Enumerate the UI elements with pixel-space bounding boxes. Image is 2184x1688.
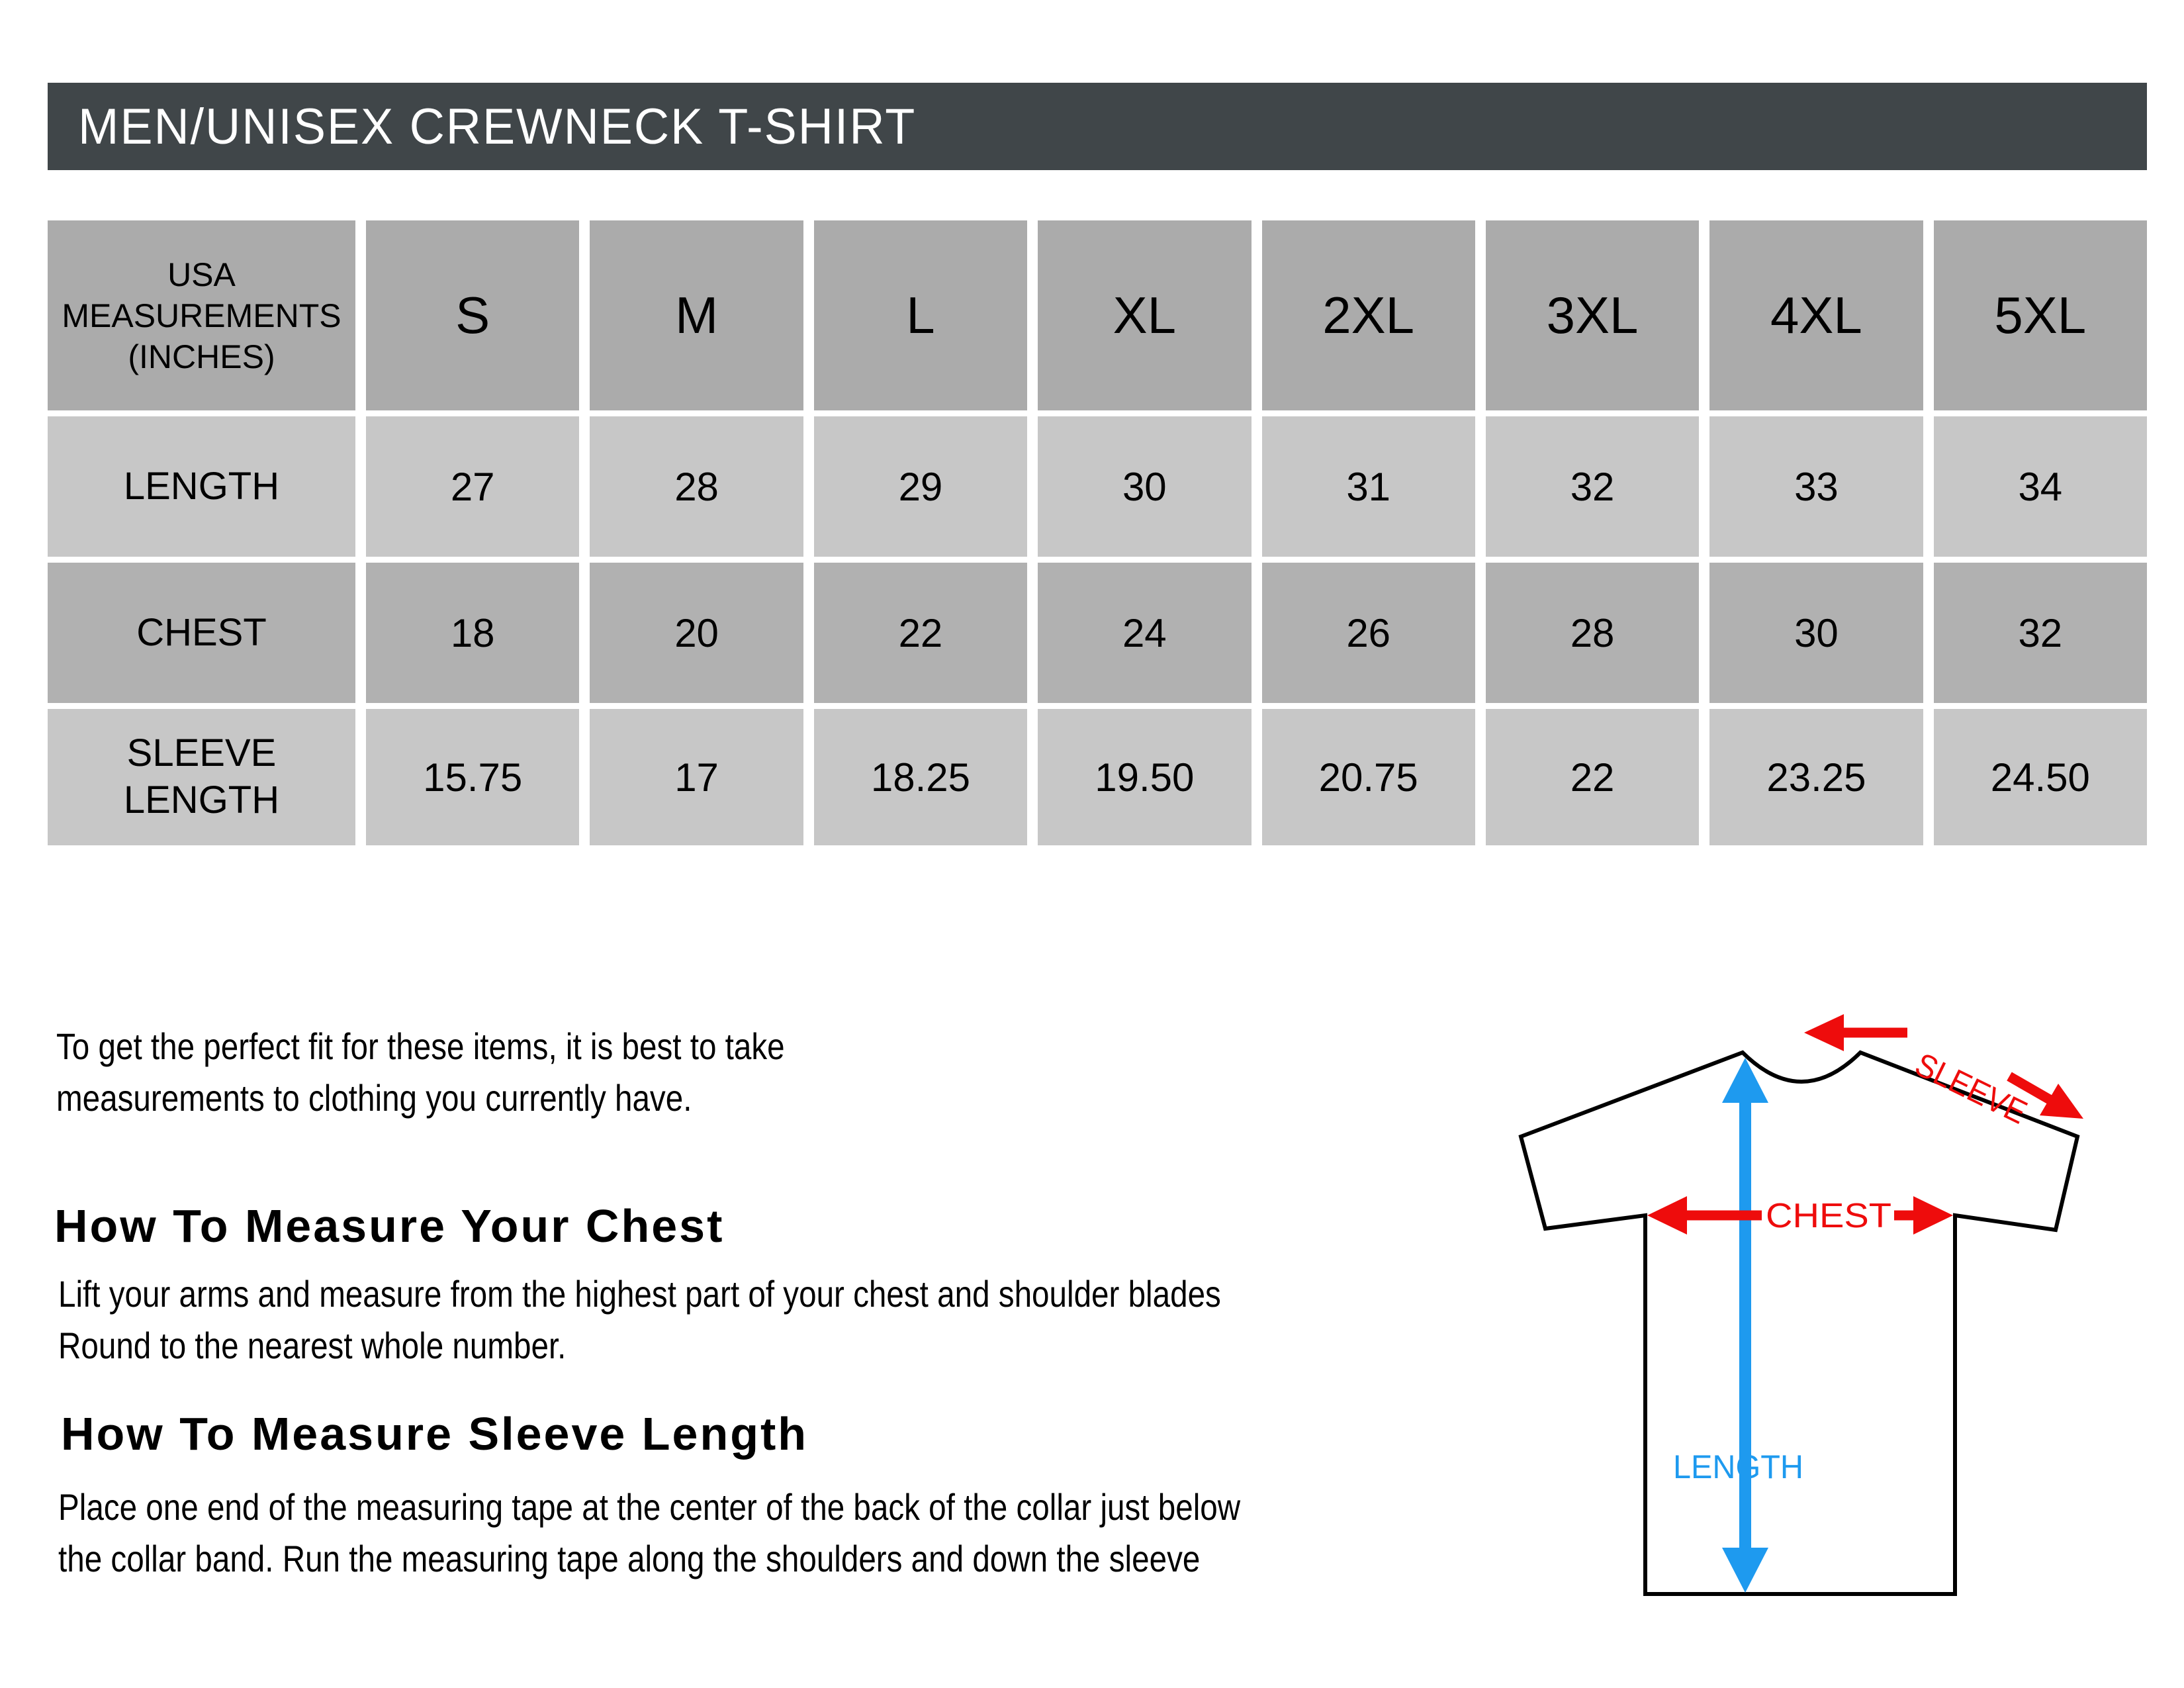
section-body-chest: Lift your arms and measure from the high… — [58, 1268, 1426, 1372]
size-header-cell-2xl: 2XL — [1261, 220, 1475, 410]
intro-paragraph: To get the perfect fit for these items, … — [56, 1021, 913, 1124]
length-value-l: 29 — [813, 416, 1028, 557]
chest-value-2xl: 26 — [1261, 563, 1475, 703]
size-header-cell-4xl: 4XL — [1709, 220, 1923, 410]
sleeve-value-5xl: 24.50 — [1933, 709, 2147, 845]
sleeve-value-l: 18.25 — [813, 709, 1028, 845]
length-arrow-icon — [1722, 1058, 1768, 1593]
intro-text: To get the perfect fit for these items, … — [56, 1025, 785, 1119]
section-body-sleeve: Place one end of the measuring tape at t… — [58, 1481, 1449, 1585]
sleeve-arrow-icon — [1804, 1014, 2083, 1119]
size-header-cell-l: L — [813, 220, 1028, 410]
chest-value-5xl: 32 — [1933, 563, 2147, 703]
chest-value-m: 20 — [590, 563, 803, 703]
section-heading-chest: How To Measure Your Chest — [54, 1200, 725, 1252]
length-value-2xl: 31 — [1261, 416, 1475, 557]
chest-value-l: 22 — [813, 563, 1028, 703]
chest-label: CHEST — [1766, 1197, 1891, 1235]
sleeve-value-2xl: 20.75 — [1261, 709, 1475, 845]
row-label-sleeve-length: SLEEVE LENGTH — [48, 709, 355, 845]
length-value-4xl: 33 — [1709, 416, 1923, 557]
row-label-length: LENGTH — [48, 416, 355, 557]
chest-value-4xl: 30 — [1709, 563, 1923, 703]
sleeve-value-4xl: 23.25 — [1709, 709, 1923, 845]
size-header-cell-s: S — [366, 220, 580, 410]
length-label: LENGTH — [1673, 1448, 1803, 1485]
sleeve-value-s: 15.75 — [366, 709, 580, 845]
length-value-xl: 30 — [1038, 416, 1251, 557]
size-header-cell-xl: XL — [1038, 220, 1251, 410]
chest-value-s: 18 — [366, 563, 580, 703]
length-value-s: 27 — [366, 416, 580, 557]
chest-value-xl: 24 — [1038, 563, 1251, 703]
chest-arrow-icon — [1647, 1196, 1953, 1235]
length-value-3xl: 32 — [1485, 416, 1700, 557]
page-title: MEN/UNISEX CREWNECK T-SHIRT — [78, 98, 917, 155]
sleeve-value-m: 17 — [590, 709, 803, 845]
size-chart-table: USA MEASUREMENTS (INCHES) S M L XL 2XL 3… — [48, 220, 2147, 845]
sleeve-value-xl: 19.50 — [1038, 709, 1251, 845]
sleeve-value-3xl: 22 — [1485, 709, 1700, 845]
tshirt-diagram: CHEST LENGTH SLEEVE — [1518, 1014, 2083, 1596]
size-header-cell-3xl: 3XL — [1485, 220, 1700, 410]
tshirt-outline-icon — [1518, 1050, 2080, 1596]
section-body-chest-text: Lift your arms and measure from the high… — [58, 1273, 1221, 1366]
row-label-chest: CHEST — [48, 563, 355, 703]
title-bar: MEN/UNISEX CREWNECK T-SHIRT — [48, 83, 2147, 170]
length-value-5xl: 34 — [1933, 416, 2147, 557]
section-body-sleeve-text: Place one end of the measuring tape at t… — [58, 1486, 1241, 1579]
chest-value-3xl: 28 — [1485, 563, 1700, 703]
corner-header-cell: USA MEASUREMENTS (INCHES) — [48, 220, 355, 410]
section-heading-sleeve: How To Measure Sleeve Length — [61, 1408, 809, 1460]
length-value-m: 28 — [590, 416, 803, 557]
size-header-cell-5xl: 5XL — [1933, 220, 2147, 410]
size-header-cell-m: M — [590, 220, 803, 410]
